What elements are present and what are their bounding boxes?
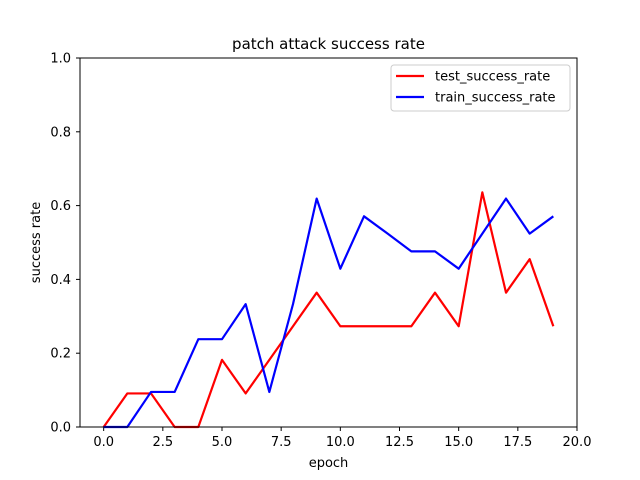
x-tick-label: 2.5 <box>152 435 173 450</box>
x-tick-label: 0.0 <box>93 435 114 450</box>
y-tick-label: 1.0 <box>50 52 71 67</box>
legend: test_success_rate train_success_rate <box>390 64 571 112</box>
x-tick-label: 7.5 <box>271 435 292 450</box>
y-axis-ticks: 0.0 0.2 0.4 0.6 0.8 1.0 <box>50 52 80 436</box>
x-axis-ticks: 0.0 2.5 5.0 7.5 10.0 12.5 15.0 17.5 20.0 <box>93 427 591 450</box>
x-tick-label: 15.0 <box>444 435 473 450</box>
y-tick-label: 0.4 <box>50 273 71 288</box>
x-tick-label: 12.5 <box>385 435 414 450</box>
plot-frame <box>79 57 578 428</box>
y-axis-label: success rate <box>29 202 44 283</box>
x-tick-label: 5.0 <box>212 435 233 450</box>
y-tick-label: 0.8 <box>50 125 71 140</box>
legend-box <box>390 64 571 112</box>
legend-label-test-success-rate: test_success_rate <box>435 70 550 85</box>
x-tick-label: 10.0 <box>326 435 355 450</box>
legend-label-train-success-rate: train_success_rate <box>435 91 556 106</box>
y-tick-label: 0.0 <box>50 421 71 436</box>
x-axis-label: epoch <box>309 456 349 471</box>
y-tick-label: 0.2 <box>50 347 71 362</box>
x-tick-label: 20.0 <box>563 435 592 450</box>
y-tick-label: 0.6 <box>50 199 71 214</box>
x-tick-label: 17.5 <box>503 435 532 450</box>
series-line-train-success-rate <box>103 197 554 429</box>
chart-title: patch attack success rate <box>232 35 425 53</box>
